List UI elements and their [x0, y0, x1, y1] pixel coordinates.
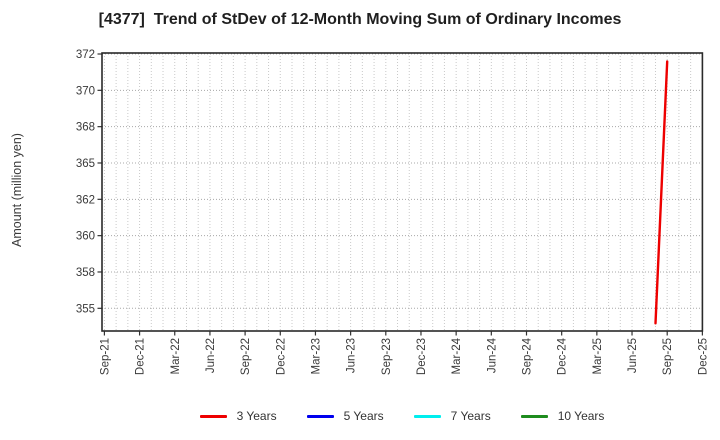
legend-swatch-3-years [199, 414, 227, 418]
x-tick-label: Jun-24 [486, 337, 498, 373]
x-tick-label: Mar-23 [310, 338, 322, 374]
chart-title: [4377] Trend of StDev of 12-Month Moving… [98, 11, 622, 28]
x-tick-label: Dec-22 [275, 338, 287, 375]
x-tick-label: Jun-23 [346, 338, 358, 373]
x-tick-label: Sep-22 [240, 338, 252, 375]
series-line-3-years [654, 60, 669, 325]
y-tick-label: 355 [76, 303, 95, 315]
legend-item-5-years: 5 Years [306, 409, 384, 423]
x-tick-label: Dec-23 [416, 338, 428, 375]
y-tick-label: 368 [76, 122, 95, 134]
y-tick-label: 365 [76, 158, 95, 170]
x-tick-label: Sep-25 [662, 338, 674, 375]
x-tick-label: Mar-22 [170, 338, 182, 374]
x-tick-label: Jun-25 [627, 338, 639, 373]
x-tick-label: Mar-25 [592, 338, 604, 374]
legend-label-3-years: 3 Years [236, 409, 277, 423]
x-tick-label: Sep-23 [381, 338, 393, 375]
x-tick-label: Dec-21 [135, 338, 147, 375]
legend: 3 Years 5 Years 7 Years 10 Years [102, 405, 702, 427]
legend-item-3-years: 3 Years [199, 409, 277, 423]
x-tick-label: Mar-24 [451, 337, 463, 374]
x-tick-label: Sep-24 [522, 337, 534, 375]
y-tick-label: 360 [76, 231, 95, 243]
plot-border [101, 52, 704, 332]
legend-item-10-years: 10 Years [520, 409, 605, 423]
legend-label-7-years: 7 Years [450, 409, 491, 423]
legend-label-5-years: 5 Years [343, 409, 384, 423]
x-tick-label: Dec-24 [557, 337, 569, 375]
y-tick-label: 372 [76, 49, 95, 61]
legend-swatch-7-years [413, 414, 441, 418]
legend-swatch-10-years [520, 414, 548, 418]
x-tick-label: Sep-21 [99, 338, 111, 375]
legend-label-10-years: 10 Years [557, 409, 605, 423]
y-tick-label: 370 [76, 85, 95, 97]
legend-swatch-5-years [306, 414, 334, 418]
x-tick-label: Dec-25 [697, 338, 709, 375]
plot-area: 372 370 368 365 362 360 358 355 Sep-21 Dec-21 Mar-… [76, 49, 710, 375]
y-tick-label: 358 [76, 267, 95, 279]
x-tick-label: Jun-22 [205, 338, 217, 373]
legend-item-7-years: 7 Years [413, 409, 491, 423]
y-tick-label: 362 [76, 194, 95, 206]
